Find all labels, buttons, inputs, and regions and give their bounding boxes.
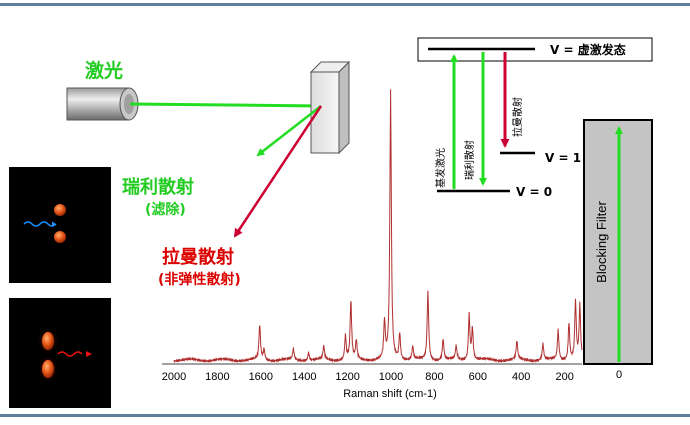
rayleigh-label: 瑞利散射 bbox=[122, 176, 194, 198]
x-tick-label: 800 bbox=[425, 371, 443, 383]
v1-label: V = 1 bbox=[545, 151, 581, 165]
x-tick-label: 200 bbox=[555, 371, 573, 383]
laser-beam bbox=[129, 102, 322, 108]
top-border bbox=[0, 3, 690, 6]
x-tick-label: 600 bbox=[469, 371, 487, 383]
atom-icon bbox=[42, 360, 54, 378]
atom-icon bbox=[54, 204, 66, 216]
rayleigh-small-label: 瑞利散射 bbox=[463, 140, 476, 180]
laser-label: 激光 bbox=[85, 59, 123, 82]
v0-label: V = 0 bbox=[516, 185, 552, 199]
filter-zero-label: 0 bbox=[616, 369, 622, 381]
raman-label: 拉曼散射 bbox=[162, 246, 234, 268]
raman-note: (非弹性散射) bbox=[158, 271, 241, 288]
molecule-panel-raman bbox=[9, 298, 111, 408]
spectrum-line bbox=[173, 89, 583, 364]
x-axis-label: Raman shift (cm-1) bbox=[343, 388, 437, 400]
rayleigh-note: (滤除) bbox=[145, 201, 186, 218]
rayleigh-beam bbox=[256, 105, 322, 157]
blocking-filter-label: Blocking Filter bbox=[594, 201, 609, 283]
blocking-filter: Blocking Filter 0 bbox=[583, 119, 653, 381]
x-tick-label: 1600 bbox=[249, 371, 273, 383]
excitation-label: 基发激光 bbox=[434, 148, 447, 188]
wave-icon bbox=[23, 221, 57, 227]
atom-icon bbox=[54, 231, 66, 243]
x-tick-label: 1200 bbox=[335, 371, 359, 383]
wave-icon bbox=[57, 351, 83, 357]
x-tick-label: 400 bbox=[512, 371, 530, 383]
sample-block bbox=[309, 60, 351, 155]
molecule-panel-rayleigh bbox=[9, 167, 111, 283]
raman-beam bbox=[233, 105, 323, 238]
raman-spectrum-chart: 2000 1800 1600 1400 1200 1000 800 600 400 200 Ram… bbox=[162, 89, 583, 400]
x-tick-label: 1800 bbox=[205, 371, 229, 383]
virtual-state-label: V = 虚激发态 bbox=[550, 42, 626, 57]
atom-icon bbox=[42, 332, 54, 350]
x-tick-label: 1400 bbox=[292, 371, 316, 383]
x-tick-label: 1000 bbox=[379, 371, 403, 383]
x-tick-label: 2000 bbox=[162, 371, 186, 383]
raman-small-label: 拉曼散射 bbox=[511, 97, 524, 137]
bottom-border bbox=[0, 414, 690, 417]
laser-device bbox=[66, 87, 139, 121]
energy-level-diagram: V = 虚激发态 V = 1 V = 0 基发激光 瑞利散射 拉曼散射 bbox=[417, 37, 653, 199]
